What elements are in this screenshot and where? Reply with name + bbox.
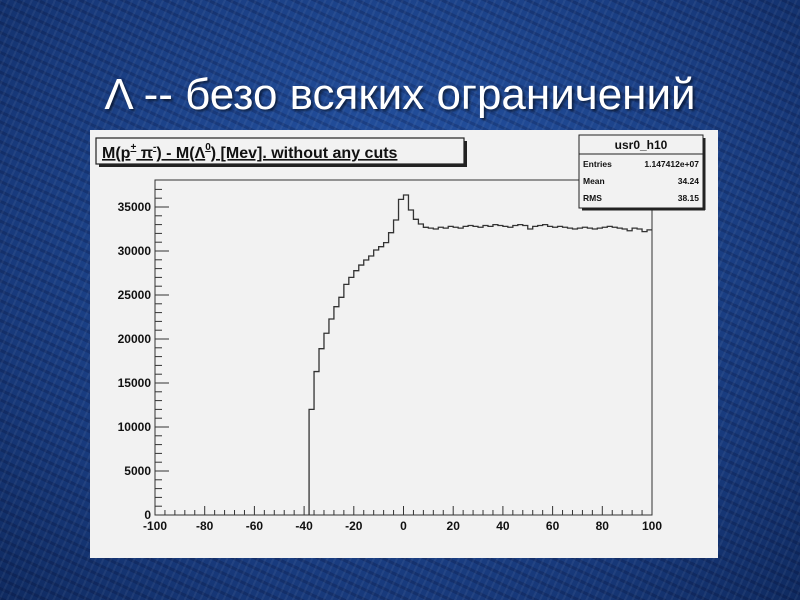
plot-frame — [154, 179, 653, 516]
y-tick-label: 15000 — [118, 376, 152, 390]
stats-entries-value: 1.147412e+07 — [644, 159, 699, 169]
x-tick-label: 20 — [447, 519, 461, 533]
x-tick-label: -80 — [196, 519, 214, 533]
x-tick-label: 60 — [546, 519, 560, 533]
y-tick-label: 30000 — [118, 244, 152, 258]
stats-box: usr0_h10 Entries 1.147412e+07 Mean 34.24… — [578, 134, 706, 211]
x-tick-label: -20 — [345, 519, 363, 533]
x-tick-label: -40 — [295, 519, 313, 533]
histogram-canvas: -100 -80 -60 -40 -20 0 20 40 60 80 100 0 5000 10000 15… — [90, 130, 718, 558]
x-tick-label: 100 — [642, 519, 662, 533]
stats-mean-value: 34.24 — [678, 176, 700, 186]
stats-rms-value: 38.15 — [678, 193, 700, 203]
x-tick-label: 80 — [596, 519, 610, 533]
stats-entries-label: Entries — [583, 159, 612, 169]
y-tick-label: 5000 — [124, 464, 151, 478]
y-tick-label: 20000 — [118, 332, 152, 346]
x-tick-label: 40 — [496, 519, 510, 533]
y-tick-label: 25000 — [118, 288, 152, 302]
y-tick-label: 10000 — [118, 420, 152, 434]
stats-mean-label: Mean — [583, 176, 605, 186]
stats-rms-label: RMS — [583, 193, 602, 203]
chart-title: M(p+ π-) - M(Λ0) [Mev]. without any cuts — [102, 142, 398, 162]
x-tick-label: -100 — [143, 519, 167, 533]
x-tick-label: -60 — [246, 519, 264, 533]
stats-name: usr0_h10 — [615, 138, 668, 152]
histogram-chart: -100 -80 -60 -40 -20 0 20 40 60 80 100 0 5000 10000 15… — [95, 134, 706, 533]
slide-title: Λ -- безо всяких ограничений — [104, 70, 696, 119]
x-tick-label: 0 — [400, 519, 407, 533]
chart-title-box: M(p+ π-) - M(Λ0) [Mev]. without any cuts — [95, 137, 467, 167]
y-tick-label: 0 — [144, 508, 151, 522]
histogram-line — [308, 194, 652, 515]
y-tick-label: 35000 — [118, 200, 152, 214]
